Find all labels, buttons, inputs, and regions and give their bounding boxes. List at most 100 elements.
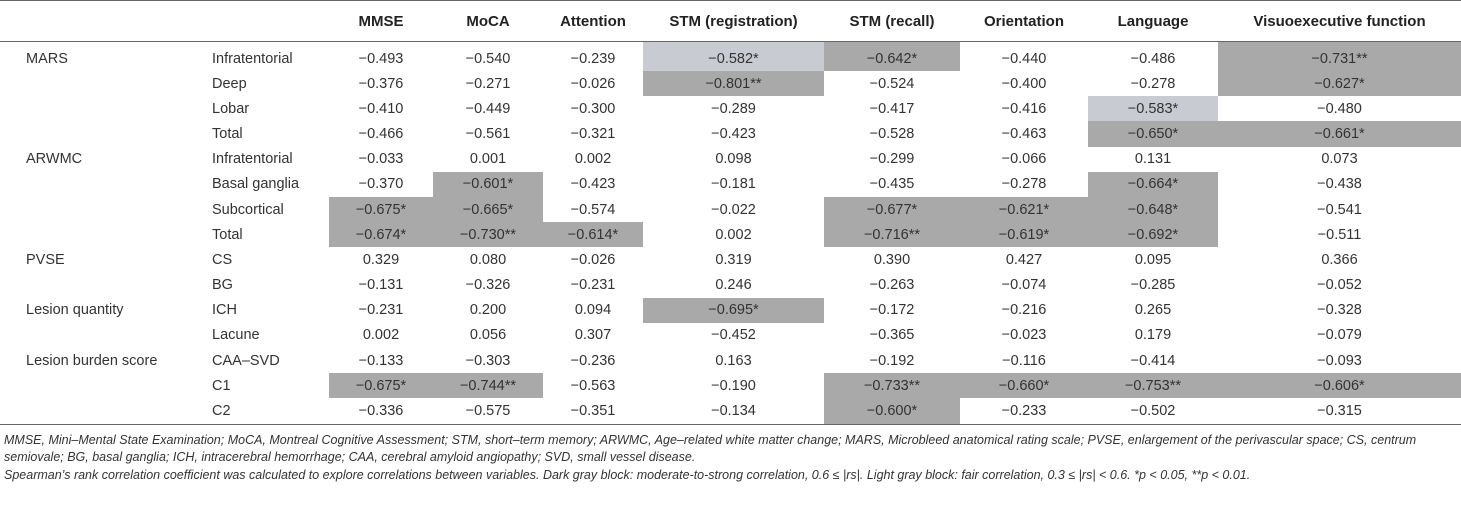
table-cell: −0.801** — [643, 71, 824, 97]
table-cell: −0.315 — [1218, 398, 1461, 425]
table-cell: 0.179 — [1134, 327, 1172, 344]
table-cell: −0.192 — [869, 352, 915, 369]
table-cell: 0.265 — [1134, 302, 1172, 319]
header-group — [0, 0, 205, 42]
row-group-label: Lesion quantity — [26, 302, 124, 319]
table-cell: −0.236 — [570, 352, 616, 369]
row-sub-label: Infratentorial — [212, 151, 293, 168]
table-cell: −0.601* — [433, 171, 543, 197]
table-cell: −0.289 — [711, 100, 756, 117]
table-cell: −0.423 — [711, 125, 756, 142]
table-cell: −0.410 — [358, 100, 404, 117]
table-cell: −0.351 — [543, 398, 643, 425]
row-sub-label: BG — [212, 277, 233, 294]
table-cell: −0.285 — [1130, 277, 1176, 294]
table-cell: −0.134 — [643, 398, 824, 425]
table-cell: −0.540 — [465, 50, 511, 67]
row-sub-label: CAA–SVD — [212, 352, 280, 369]
correlation-table-figure: MMSE MoCA Attention STM (registration) S… — [0, 0, 1461, 482]
row-group-label — [0, 121, 205, 146]
table-cell: −0.066 — [1001, 151, 1047, 168]
table-cell: 0.002 — [715, 226, 752, 243]
table-cell: −0.417 — [869, 100, 915, 117]
table-cell: −0.695* — [643, 297, 824, 323]
table-cell: 0.329 — [362, 251, 400, 268]
table-cell: −0.730** — [433, 222, 543, 248]
table-cell: 0.094 — [574, 302, 612, 319]
method-note: Spearman’s rank correlation coefficient … — [4, 467, 1251, 482]
table-cell: −0.365 — [869, 327, 915, 344]
table-cell: −0.606* — [1218, 373, 1461, 399]
table-header: MMSE MoCA Attention STM (registration) S… — [0, 0, 1461, 42]
table-row: Total −0.466 −0.561 −0.321 −0.423 −0.528 −0.46… — [0, 121, 1461, 147]
table-cell: 0.002 — [574, 151, 612, 168]
row-group-label — [0, 398, 205, 425]
row-group-label — [0, 197, 205, 222]
table-cell: −0.600* — [824, 398, 960, 425]
table-cell: −0.181 — [711, 176, 756, 193]
table-cell: −0.528 — [869, 125, 915, 142]
table-cell: −0.376 — [358, 75, 404, 92]
table-cell: −0.133 — [358, 352, 404, 369]
table-body: MARS Infratentorial −0.493 −0.540 −0.239 −0.5… — [0, 41, 1461, 425]
table-cell: −0.321 — [570, 125, 616, 142]
table-cell: 0.131 — [1134, 151, 1172, 168]
table-cell: −0.642* — [824, 41, 960, 71]
table-cell: −0.026 — [570, 75, 616, 92]
row-group-label — [0, 96, 205, 121]
header-subgroup — [205, 0, 329, 42]
table-cell: −0.621* — [960, 196, 1088, 223]
table-cell: −0.336 — [329, 398, 433, 425]
row-sub-label: Deep — [212, 75, 247, 92]
table-cell: −0.022 — [711, 201, 756, 218]
table-row: Lobar −0.410 −0.449 −0.300 −0.289 −0.417 −0.41… — [0, 96, 1461, 122]
table-cell: −0.674* — [329, 222, 433, 248]
table-cell: −0.614* — [543, 222, 643, 248]
table-cell: −0.414 — [1130, 352, 1176, 369]
table-cell: 0.080 — [469, 251, 507, 268]
row-sub-label: ICH — [212, 302, 237, 319]
table-cell: −0.650* — [1088, 121, 1218, 147]
header-language: Language — [1088, 0, 1218, 42]
table-cell: −0.452 — [711, 327, 756, 344]
table-cell: 0.366 — [1321, 251, 1358, 268]
table-cell: −0.303 — [465, 352, 511, 369]
table-row: PVSE CS 0.329 0.080 −0.026 0.319 0.390 0.427 0.0… — [0, 247, 1461, 272]
row-group-label — [0, 172, 205, 197]
table-cell: −0.661* — [1218, 121, 1461, 147]
table-cell: −0.239 — [570, 50, 616, 67]
correlation-table: MMSE MoCA Attention STM (registration) S… — [0, 0, 1461, 425]
row-sub-label: Total — [212, 226, 243, 243]
table-cell: −0.033 — [358, 151, 404, 168]
table-cell: −0.449 — [465, 100, 511, 117]
table-cell: −0.299 — [869, 151, 915, 168]
row-group-label: PVSE — [26, 251, 65, 268]
row-sub-label: Basal ganglia — [212, 176, 300, 193]
table-cell: −0.172 — [869, 302, 915, 319]
table-cell: −0.463 — [1001, 125, 1047, 142]
table-cell: 0.246 — [715, 277, 752, 294]
table-cell: −0.677* — [824, 196, 960, 223]
table-cell: 0.319 — [715, 251, 752, 268]
table-cell: −0.190 — [711, 377, 756, 394]
table-cell: −0.278 — [1001, 176, 1047, 193]
table-cell: −0.733** — [824, 373, 960, 399]
row-sub-label: CS — [212, 251, 233, 268]
table-cell: −0.627* — [1218, 71, 1461, 97]
table-cell: −0.079 — [1317, 327, 1362, 344]
row-group-label — [0, 71, 205, 96]
row-sub-label: C1 — [212, 377, 231, 394]
table-cell: −0.664* — [1088, 171, 1218, 197]
table-cell: −0.660* — [960, 373, 1088, 399]
table-cell: −0.511 — [1317, 226, 1362, 243]
table-row: BG −0.131 −0.326 −0.231 0.246 −0.263 −0.074 −0.… — [0, 273, 1461, 298]
abbreviation-note: MMSE, Mini–Mental State Examination; MoC… — [4, 432, 1417, 465]
table-cell: −0.480 — [1317, 100, 1362, 117]
table-cell: 0.427 — [1005, 251, 1043, 268]
table-cell: −0.524 — [869, 75, 915, 92]
table-cell: 0.056 — [469, 327, 507, 344]
row-sub-label: Lobar — [212, 100, 250, 117]
table-cell: −0.074 — [1001, 277, 1047, 294]
table-cell: −0.675* — [329, 373, 433, 399]
table-cell: −0.440 — [1001, 50, 1047, 67]
